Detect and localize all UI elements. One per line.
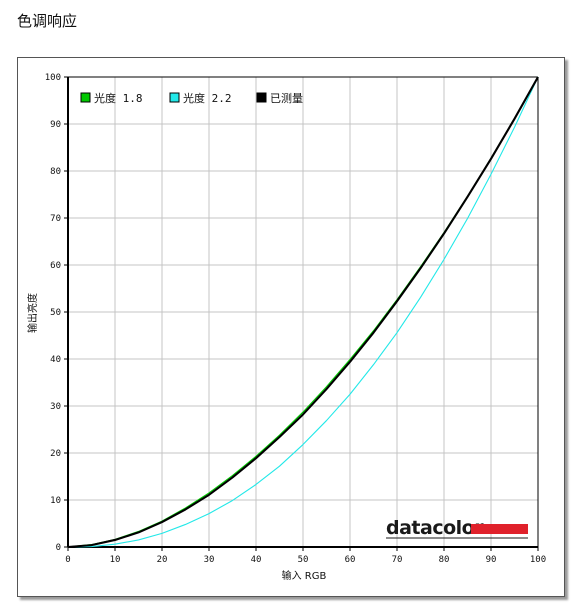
x-tick-label: 100 [530,555,546,565]
legend-label-series-1: 光度 1.8 [94,91,143,105]
series-line-3 [67,76,539,549]
x-tick-label: 50 [298,555,309,565]
y-tick-label: 20 [50,449,61,459]
chart-frame: 0 10 20 30 40 50 60 70 80 90 100 0 10 20 30 40 50 60 70 80 9… [17,57,565,597]
y-tick-label: 0 [56,543,61,553]
legend-label-series-2: 光度 2.2 [183,91,232,105]
x-tick-label: 80 [439,555,450,565]
tone-response-chart: 0 10 20 30 40 50 60 70 80 90 100 0 10 20 30 40 50 60 70 80 9… [26,73,546,582]
legend-swatch-series-2 [169,92,180,103]
grid [68,77,538,547]
series-line-2 [67,76,539,548]
axes [64,76,539,551]
x-tick-label: 30 [204,555,215,565]
y-tick-label: 100 [45,73,61,83]
x-tick-label: 0 [65,555,70,565]
x-tick-label: 40 [251,555,262,565]
datacolor-logo-bar [471,524,528,534]
y-tick-label: 40 [50,355,61,365]
y-tick-label: 30 [50,402,61,412]
x-tick-label: 60 [345,555,356,565]
x-tick-label: 20 [157,555,168,565]
datacolor-logo-text: datacolor [386,517,484,539]
y-tick-label: 70 [50,214,61,224]
y-tick-label: 50 [50,308,61,318]
x-tick-label: 90 [486,555,497,565]
legend-label-series-3: 已测量 [270,92,303,105]
y-tick-label: 80 [50,167,61,177]
legend: 光度 1.8 光度 2.2 已测量 [80,91,303,105]
y-tick-label: 10 [50,496,61,506]
y-tick-label: 60 [50,261,61,271]
datacolor-logo: datacolor [386,517,528,539]
legend-swatch-series-1 [80,92,91,103]
legend-swatch-series-3 [256,92,267,103]
x-tick-label: 70 [392,555,403,565]
series-lines [67,76,539,549]
x-tick-label: 10 [110,555,121,565]
x-axis-label: 输入 RGB [282,569,327,582]
page-title: 色调响应 [17,12,78,30]
tick-labels: 0 10 20 30 40 50 60 70 80 90 100 0 10 20 30 40 50 60 70 80 9… [45,73,546,565]
y-axis-label: 输出亮度 [26,293,39,333]
y-tick-label: 90 [50,120,61,130]
